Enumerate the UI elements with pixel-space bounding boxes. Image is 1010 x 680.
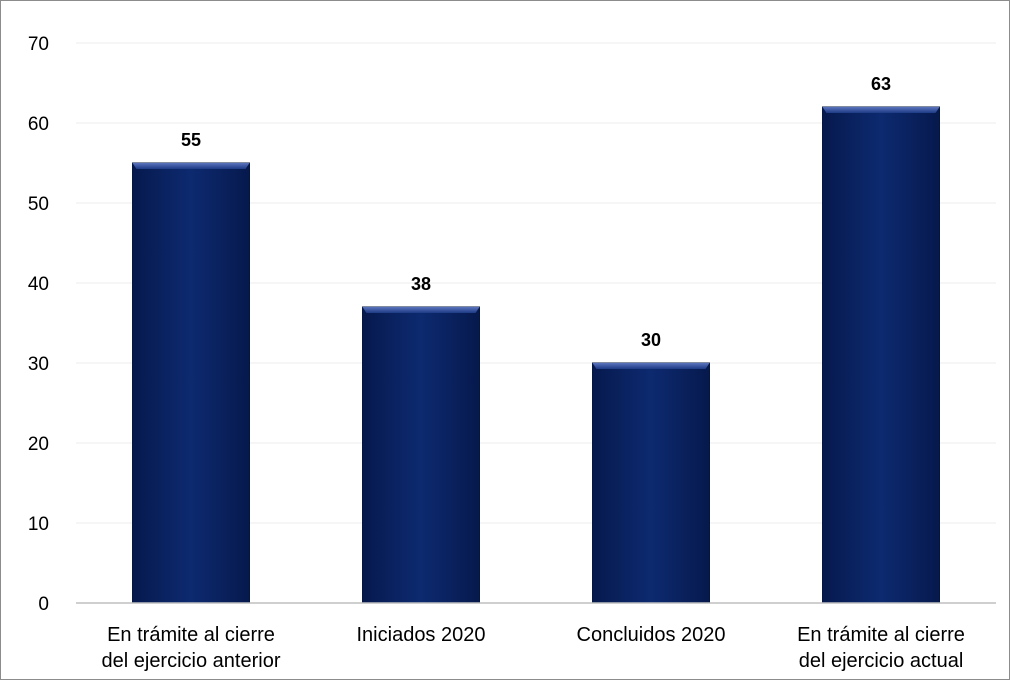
x-axis-tick-labels: En trámite al cierre del ejercicio anteri… — [102, 624, 965, 672]
x-tick-label-1-line-0: Iniciados 2020 — [357, 624, 486, 646]
bar-1 — [362, 306, 480, 604]
y-tick-label-40: 40 — [28, 274, 49, 295]
y-tick-label-30: 30 — [28, 354, 49, 375]
bar-cap-2 — [592, 363, 710, 369]
data-label-1: 38 — [411, 274, 431, 294]
y-tick-label-0: 0 — [38, 594, 49, 615]
data-label-0: 55 — [181, 130, 201, 150]
data-label-3: 63 — [871, 74, 891, 94]
bar-0 — [132, 162, 250, 604]
x-tick-label-3-line-0: En trámite al cierre — [797, 624, 965, 646]
y-tick-label-50: 50 — [28, 194, 49, 215]
bar-cap-3 — [822, 107, 940, 113]
bar-cap-0 — [132, 163, 250, 169]
x-tick-label-3-line-1: del ejercicio actual — [799, 650, 964, 672]
data-label-2: 30 — [641, 330, 661, 350]
bar-cap-1 — [362, 307, 480, 313]
bars — [132, 106, 940, 604]
bar-3 — [822, 106, 940, 604]
y-tick-label-10: 10 — [28, 514, 49, 535]
x-tick-label-2-line-0: Concluidos 2020 — [577, 624, 726, 646]
y-tick-label-20: 20 — [28, 434, 49, 455]
y-tick-label-70: 70 — [28, 34, 49, 55]
bar-2 — [592, 362, 710, 604]
y-axis-tick-labels: 0 10 20 30 40 50 60 70 — [28, 34, 49, 615]
x-tick-label-0-line-1: del ejercicio anterior — [102, 650, 281, 672]
y-tick-label-60: 60 — [28, 114, 49, 135]
x-tick-label-0-line-0: En trámite al cierre — [107, 624, 275, 646]
data-labels: 55 38 30 63 — [181, 74, 891, 350]
